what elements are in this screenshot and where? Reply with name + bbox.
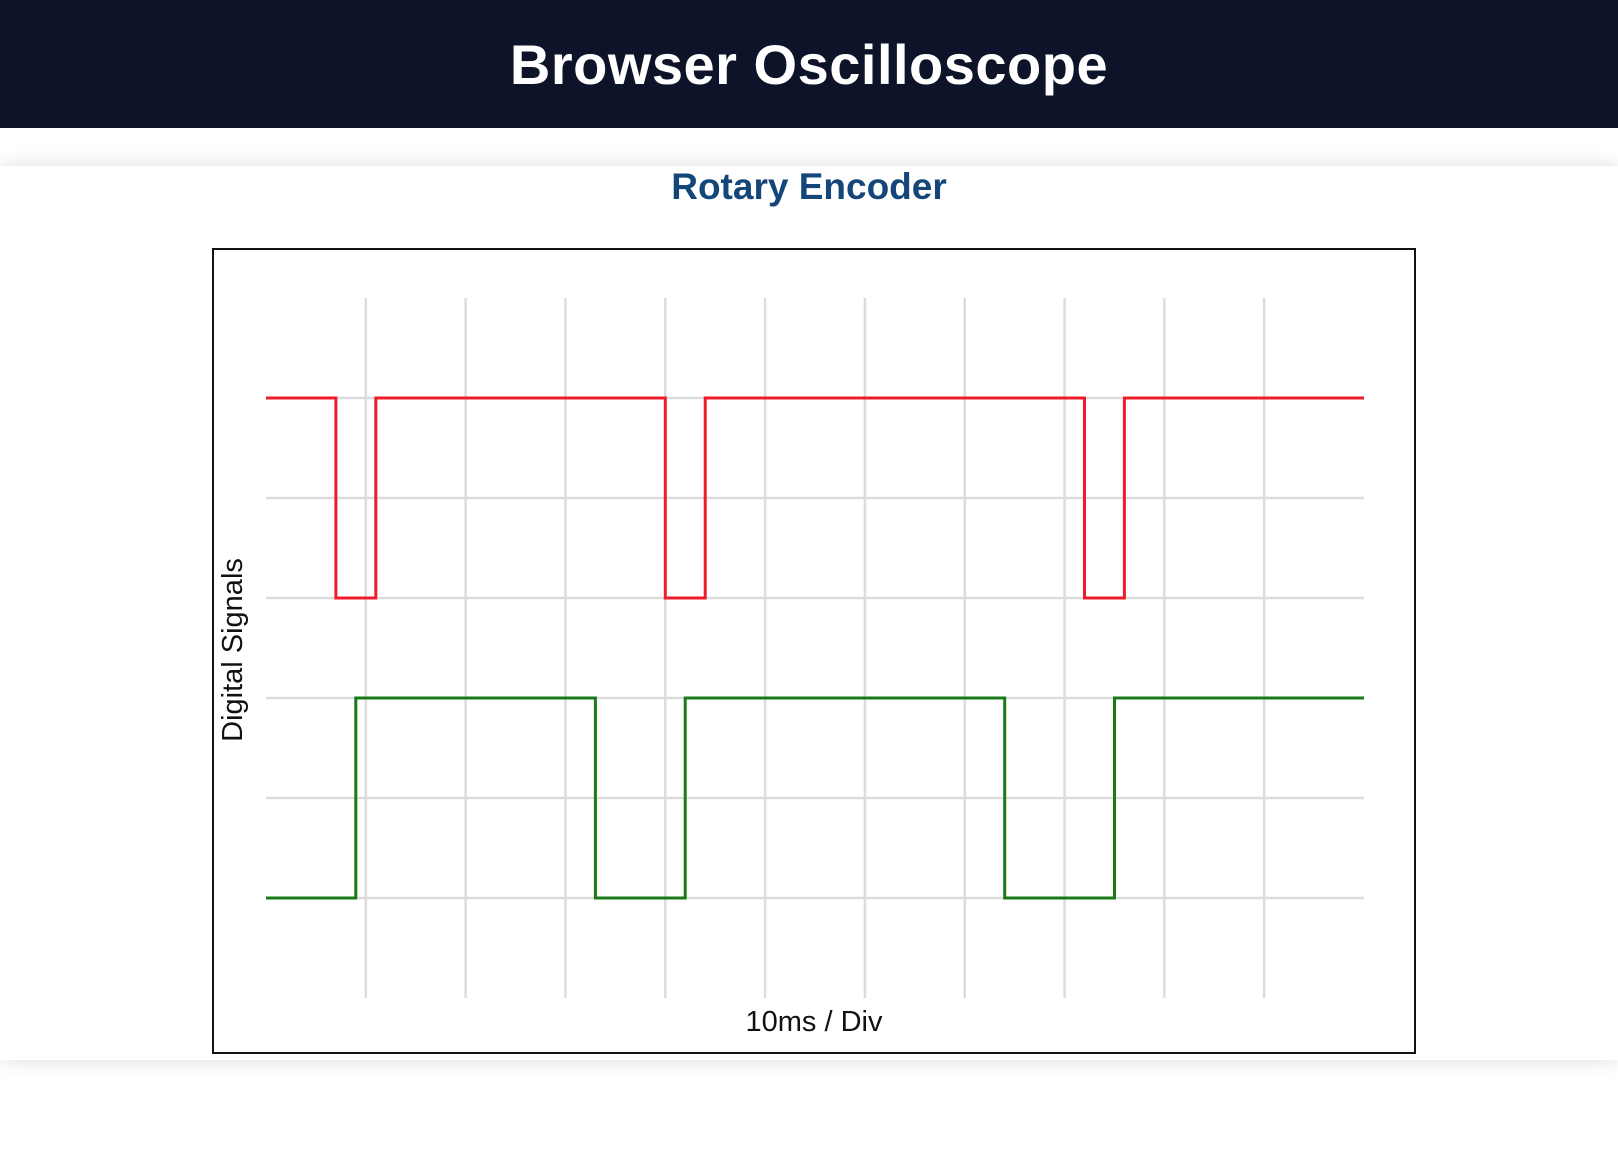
signal-trace-red (266, 396, 1364, 600)
scope-panel: Rotary Encoder Digital Signals 10ms / Di… (0, 166, 1618, 1060)
panel-title: Rotary Encoder (671, 166, 947, 207)
chart-frame (212, 248, 1416, 1054)
y-axis-label: Digital Signals (217, 558, 249, 742)
app-title: Browser Oscilloscope (509, 32, 1109, 96)
signal-trace-green (266, 696, 1364, 900)
traces (266, 396, 1364, 900)
app-header: Browser Oscilloscope (0, 0, 1618, 128)
oscilloscope-chart: Digital Signals 10ms / Div (212, 248, 1416, 1054)
x-axis-label: 10ms / Div (746, 1006, 883, 1038)
